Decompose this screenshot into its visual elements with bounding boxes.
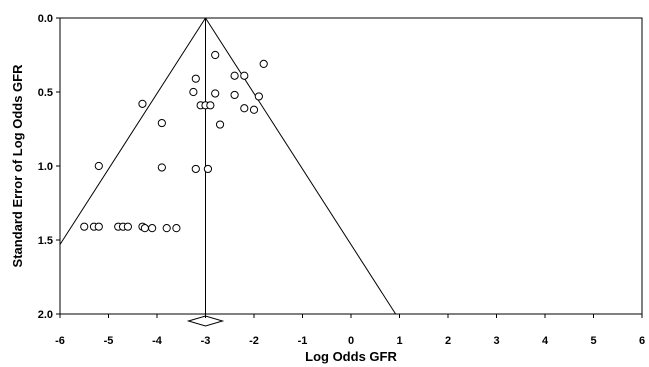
x-tick-label: 0 [348,335,354,347]
study-point [254,92,263,101]
study-point [189,87,198,97]
x-tick-label: -4 [152,335,163,347]
study-point [80,222,89,231]
study-point [211,89,220,98]
x-tick-label: -2 [249,335,259,347]
summary-diamond-group [186,315,225,327]
study-point [148,224,157,233]
data-points [80,50,268,233]
study-point [211,50,220,60]
study-point [94,222,103,231]
study-point [191,74,200,83]
x-tick-label: 1 [396,335,402,347]
x-tick-label: 5 [590,335,596,347]
study-point [157,118,166,128]
study-point [249,105,259,114]
study-point [240,104,249,113]
study-point [206,101,215,110]
x-tick-label: 3 [493,335,499,347]
funnel-left-line [59,17,206,245]
x-tick-label: -3 [201,335,211,347]
y-tick-label: 0.0 [38,13,53,25]
x-tick-label: 2 [445,335,451,347]
y-axis-title: Standard Error of Log Odds GFR [10,64,25,268]
study-point [162,224,171,233]
funnel-right-line [205,17,397,315]
y-axis: 0.0 0.5 1.0 1.5 2.0 [38,13,60,321]
x-tick-label: -5 [104,335,114,347]
study-point [191,164,200,174]
plot-frame [59,17,643,315]
x-axis-title: Log Odds GFR [305,349,397,364]
study-point [230,71,239,80]
x-tick-label: -1 [298,335,308,347]
study-point [203,164,213,174]
study-point [172,224,181,233]
y-tick-label: 0.5 [38,87,53,99]
funnel-lines [59,17,397,315]
x-tick-label: 6 [639,335,645,347]
study-point [140,224,149,233]
study-point [240,71,249,80]
y-tick-label: 2.0 [38,309,53,321]
study-point [138,99,147,108]
study-point [230,90,239,100]
study-point [123,222,133,231]
summary-diamond [186,315,225,327]
study-point [94,161,103,171]
y-tick-label: 1.0 [38,161,53,173]
study-point [259,59,268,68]
x-tick-label: 4 [542,335,549,347]
x-tick-label: -6 [55,335,65,347]
study-point [157,163,166,172]
study-point [215,120,225,129]
x-axis: -6 -5 -4 -3 -2 -1 0 1 2 3 4 5 6 [55,314,645,347]
y-tick-label: 1.5 [38,235,53,247]
